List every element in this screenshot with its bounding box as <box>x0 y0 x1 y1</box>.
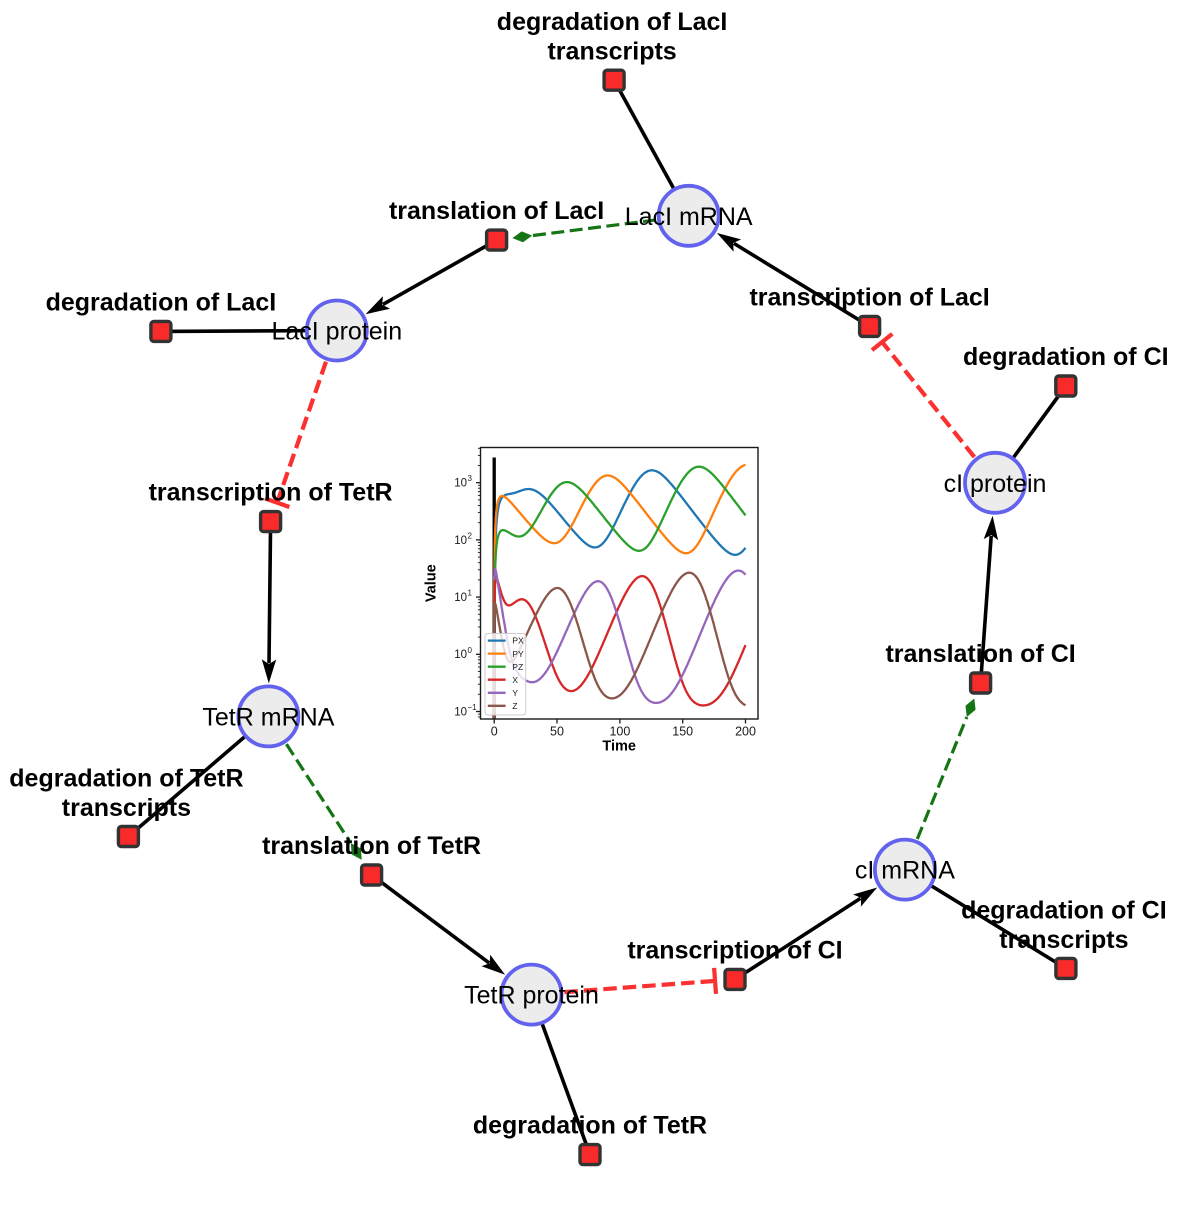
svg-text:10: 10 <box>454 592 467 604</box>
svg-text:0: 0 <box>468 646 473 655</box>
svg-text:0: 0 <box>491 725 498 739</box>
svg-text:transcripts: transcripts <box>999 926 1128 954</box>
svg-text:2: 2 <box>468 531 473 540</box>
svg-text:150: 150 <box>672 725 693 739</box>
svg-text:Value: Value <box>424 564 440 602</box>
svg-text:transcription of TetR: transcription of TetR <box>149 479 393 507</box>
svg-text:translation of CI: translation of CI <box>885 640 1075 668</box>
svg-text:10: 10 <box>454 706 467 718</box>
svg-text:degradation of TetR: degradation of TetR <box>9 765 243 793</box>
svg-text:200: 200 <box>735 725 756 739</box>
svg-text:degradation of LacI: degradation of LacI <box>497 8 728 36</box>
svg-text:100: 100 <box>609 725 630 739</box>
svg-text:−1: −1 <box>468 703 478 712</box>
svg-text:PX: PX <box>512 636 524 646</box>
svg-text:degradation of CI: degradation of CI <box>961 896 1167 924</box>
svg-text:Time: Time <box>602 739 636 755</box>
svg-text:10: 10 <box>454 478 467 490</box>
svg-text:transcripts: transcripts <box>547 38 676 66</box>
svg-text:translation of LacI: translation of LacI <box>389 197 604 225</box>
svg-text:TetR protein: TetR protein <box>464 982 599 1010</box>
svg-text:50: 50 <box>550 725 564 739</box>
svg-text:LacI protein: LacI protein <box>271 318 402 346</box>
svg-text:transcripts: transcripts <box>62 794 191 822</box>
svg-text:3: 3 <box>468 474 473 483</box>
svg-text:cI mRNA: cI mRNA <box>855 857 955 885</box>
svg-text:PZ: PZ <box>512 662 523 672</box>
svg-text:LacI mRNA: LacI mRNA <box>625 203 753 231</box>
svg-text:10: 10 <box>454 649 467 661</box>
svg-text:Y: Y <box>512 688 518 698</box>
svg-text:TetR mRNA: TetR mRNA <box>202 703 334 731</box>
svg-text:transcription of LacI: transcription of LacI <box>749 283 989 311</box>
svg-text:translation of TetR: translation of TetR <box>262 832 481 860</box>
svg-text:degradation of LacI: degradation of LacI <box>46 288 277 316</box>
svg-text:10: 10 <box>454 535 467 547</box>
svg-text:Z: Z <box>512 701 517 711</box>
svg-text:1: 1 <box>468 589 473 598</box>
svg-text:cI protein: cI protein <box>944 470 1047 498</box>
svg-text:PY: PY <box>512 649 524 659</box>
svg-text:degradation of CI: degradation of CI <box>963 343 1169 371</box>
svg-text:X: X <box>512 675 518 685</box>
svg-text:degradation of TetR: degradation of TetR <box>473 1112 707 1140</box>
svg-text:transcription of CI: transcription of CI <box>627 936 842 964</box>
